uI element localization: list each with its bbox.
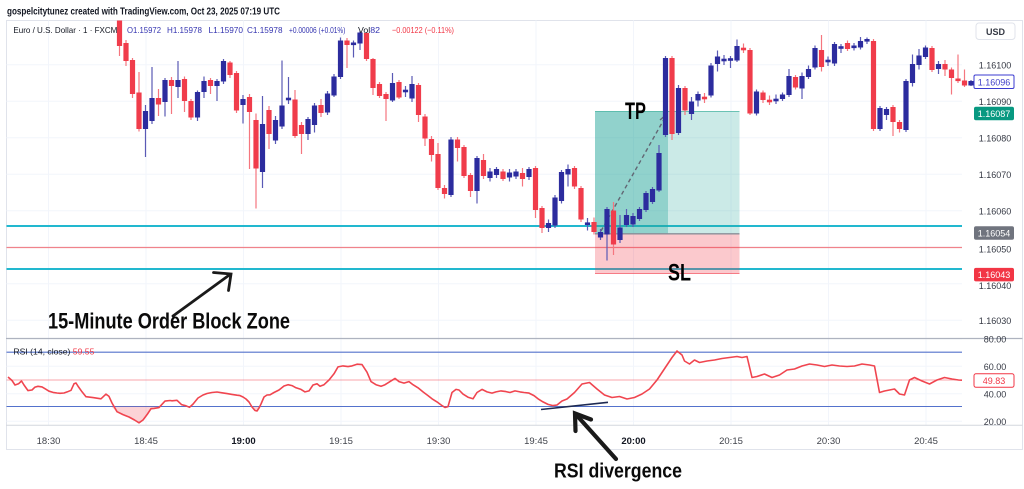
svg-text:L1.15970: L1.15970 bbox=[209, 25, 244, 35]
svg-text:1.16090: 1.16090 bbox=[979, 97, 1012, 107]
svg-text:RSI (14, close) 59.55: RSI (14, close) 59.55 bbox=[13, 347, 94, 357]
svg-text:18:30: 18:30 bbox=[37, 436, 61, 447]
svg-text:20.00: 20.00 bbox=[984, 417, 1007, 427]
svg-text:TP: TP bbox=[625, 98, 646, 125]
svg-text:1.16040: 1.16040 bbox=[979, 281, 1012, 291]
svg-text:40.00: 40.00 bbox=[984, 390, 1007, 400]
svg-text:O1.15972: O1.15972 bbox=[127, 25, 161, 35]
svg-text:1.16043: 1.16043 bbox=[978, 270, 1011, 280]
svg-text:1.16100: 1.16100 bbox=[979, 61, 1012, 71]
svg-text:1.16087: 1.16087 bbox=[978, 109, 1011, 119]
svg-text:H1.15978: H1.15978 bbox=[167, 25, 202, 35]
svg-text:1.16070: 1.16070 bbox=[979, 170, 1012, 180]
svg-text:19:00: 19:00 bbox=[231, 436, 255, 447]
svg-text:19:15: 19:15 bbox=[329, 436, 353, 447]
svg-text:80.00: 80.00 bbox=[984, 334, 1007, 344]
svg-text:1.16050: 1.16050 bbox=[979, 244, 1012, 254]
svg-text:20:15: 20:15 bbox=[719, 436, 743, 447]
svg-text:Vol82: Vol82 bbox=[358, 25, 380, 35]
svg-text:20:45: 20:45 bbox=[914, 436, 938, 447]
svg-text:RSI divergence: RSI divergence bbox=[554, 461, 682, 483]
svg-text:gospelcitytunez created with T: gospelcitytunez created with TradingView… bbox=[7, 6, 280, 18]
svg-text:1.16080: 1.16080 bbox=[979, 134, 1012, 144]
svg-text:20:30: 20:30 bbox=[817, 436, 841, 447]
svg-text:19:30: 19:30 bbox=[427, 436, 451, 447]
svg-text:SL: SL bbox=[668, 260, 691, 287]
svg-text:1.16060: 1.16060 bbox=[979, 207, 1012, 217]
svg-text:+0.00006 (+0.01%): +0.00006 (+0.01%) bbox=[289, 25, 346, 35]
svg-text:1.16096: 1.16096 bbox=[978, 77, 1011, 87]
svg-text:C1.15978: C1.15978 bbox=[247, 25, 283, 35]
svg-text:1.16054: 1.16054 bbox=[978, 229, 1011, 239]
svg-text:60.00: 60.00 bbox=[984, 362, 1007, 372]
svg-text:Euro / U.S. Dollar · 1 · FXCM: Euro / U.S. Dollar · 1 · FXCM bbox=[13, 25, 117, 35]
svg-text:18:45: 18:45 bbox=[134, 436, 158, 447]
svg-text:1.16030: 1.16030 bbox=[979, 316, 1012, 326]
svg-text:49.83: 49.83 bbox=[983, 376, 1006, 386]
svg-text:19:45: 19:45 bbox=[524, 436, 548, 447]
svg-text:−0.00122 (−0.11%): −0.00122 (−0.11%) bbox=[392, 25, 454, 35]
svg-text:20:00: 20:00 bbox=[621, 436, 645, 447]
svg-text:USD: USD bbox=[986, 27, 1006, 37]
svg-text:15-Minute Order Block Zone: 15-Minute Order Block Zone bbox=[48, 309, 290, 334]
